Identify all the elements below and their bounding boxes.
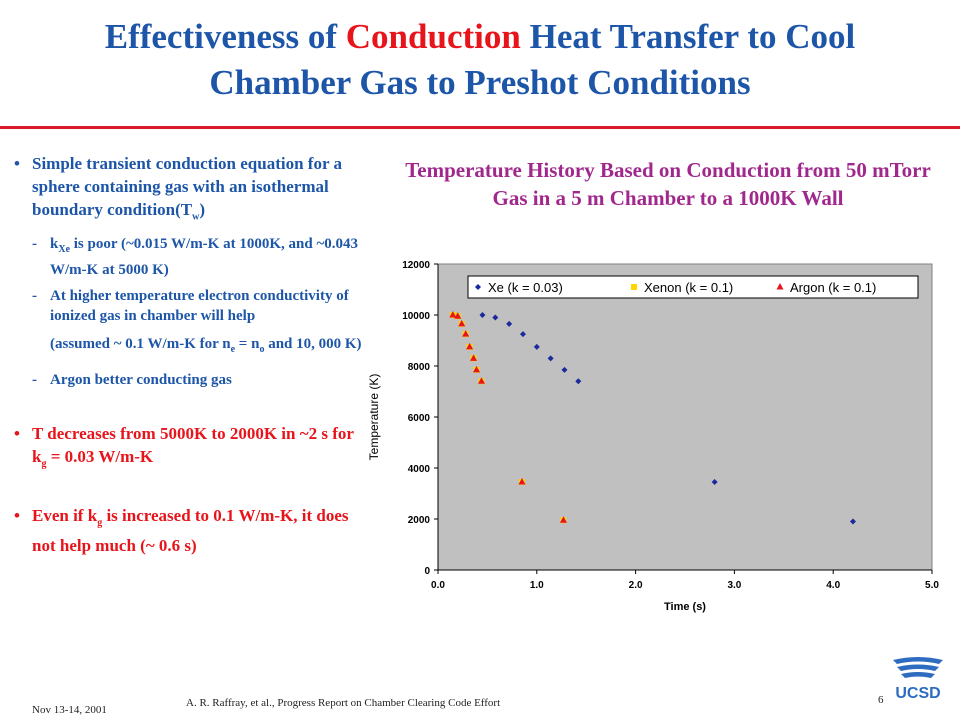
logo-text: UCSD (895, 685, 940, 702)
logo-wave-3 (901, 672, 935, 678)
bullet-list: • Simple transient conduction equation fo… (14, 152, 362, 557)
data-point-argon (466, 342, 474, 350)
legend (467, 275, 919, 299)
data-point-argon (473, 365, 481, 373)
data-point-xe (475, 284, 481, 290)
y-tick-label: 2000 (408, 515, 431, 526)
title-divider (0, 126, 960, 129)
data-point-xe (479, 312, 486, 318)
page-number: 6 (878, 694, 884, 706)
data-point-argon (470, 354, 478, 361)
legend-label: Xenon (k = 0.1) (644, 280, 733, 295)
x-tick-label: 1.0 (530, 580, 544, 591)
y-tick-label: 12000 (402, 260, 430, 271)
sub-bullet-kxe: - kXe is poor (~0.015 W/m-K at 1000K, and… (32, 236, 358, 279)
x-tick-label: 4.0 (826, 580, 840, 591)
footer-date: Nov 13-14, 2001 (32, 704, 107, 716)
data-point-argon (454, 312, 462, 319)
data-point-xenon (631, 284, 637, 290)
plot-area (437, 263, 933, 571)
x-tick-label: 5.0 (925, 580, 939, 591)
data-point-xe (575, 378, 582, 385)
y-tick-label: 0 (424, 566, 430, 577)
sub-bullet-electron-conductivity: - At higher temperature electron conducti… (32, 288, 349, 325)
data-point-xe (561, 366, 568, 373)
data-point-xe (547, 355, 554, 362)
data-point-argon (449, 311, 457, 318)
x-tick-label: 2.0 (629, 580, 643, 591)
y-axis-label: Temperature (K) (367, 374, 381, 461)
bullet-conduction-equation: • Simple transient conduction equation fo… (14, 154, 342, 223)
legend-label: Xe (k = 0.03) (488, 280, 563, 295)
chart-title: Temperature History Based on Conduction … (405, 158, 931, 210)
data-point-argon (559, 516, 567, 523)
x-axis-label: Time (s) (664, 601, 706, 613)
temperature-chart: 0 2000 4000 6000 8000 10000 12000 0.0 1.0 2.0 3.0 4… (367, 260, 939, 613)
ucsd-logo: UCSD (893, 657, 943, 702)
y-tick-label: 6000 (408, 413, 431, 424)
data-point-xe (711, 479, 718, 486)
y-tick-label: 10000 (402, 311, 430, 322)
footer-citation: A. R. Raffray, et al., Progress Report o… (186, 697, 501, 709)
data-point-xe (533, 343, 540, 350)
y-tick-label: 4000 (408, 464, 431, 475)
data-point-xe (519, 331, 526, 338)
data-point-xe (849, 518, 856, 525)
bullet-increase-kg: • Even if kg is increased to 0.1 W/m-K, i… (14, 505, 349, 556)
slide-title: Effectiveness of Conduction Heat Transfe… (104, 17, 856, 102)
data-point-argon (458, 319, 466, 327)
sub-bullet-argon: - Argon better conducting gas (32, 372, 232, 389)
x-tick-label: 3.0 (727, 580, 741, 591)
data-point-argon (518, 478, 526, 485)
logo-wave-1 (893, 657, 943, 664)
y-tick-label: 8000 (408, 362, 431, 373)
data-point-xe (492, 314, 499, 321)
bullet-t-decreases: • T decreases from 5000K to 2000K in ~2 s… (14, 424, 354, 470)
data-point-argon (462, 330, 470, 337)
x-tick-label: 0.0 (431, 580, 445, 591)
sub-bullet-assumption: (assumed ~ 0.1 W/m-K for ne = no and 10,… (50, 336, 362, 356)
title-highlight: Conduction (345, 17, 521, 56)
data-point-argon (776, 283, 784, 290)
logo-wave-2 (897, 664, 939, 671)
data-point-xe (506, 320, 513, 327)
data-point-argon (477, 377, 485, 384)
legend-label: Argon (k = 0.1) (790, 280, 876, 295)
